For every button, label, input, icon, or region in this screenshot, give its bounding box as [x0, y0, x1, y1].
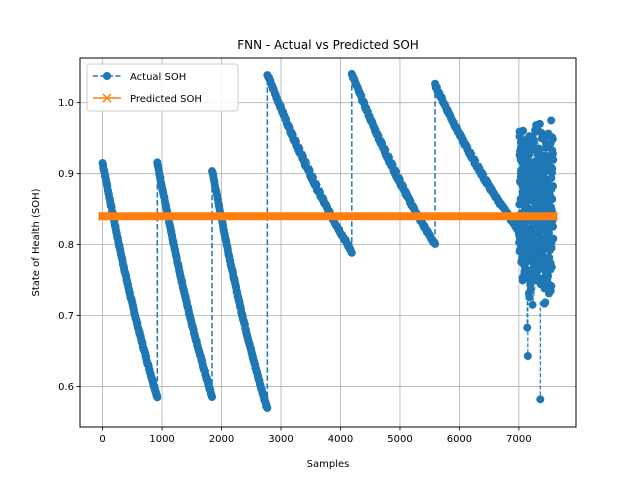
legend-actual-marker: [103, 72, 111, 80]
actual-soh-point: [515, 132, 524, 141]
actual-soh-point: [547, 116, 556, 125]
y-tick-label: 1.0: [58, 98, 74, 109]
grid-lines: [80, 58, 576, 427]
legend-box: [86, 63, 239, 112]
axis-ticks: 0 1000 2000 3000 4000 5000 6000 7000 0.6 0.7 0.8 0.…: [58, 98, 532, 445]
x-axis-label: Samples: [307, 459, 350, 470]
actual-soh-point: [523, 352, 532, 361]
actual-soh-point: [527, 277, 536, 286]
actual-soh-point: [347, 248, 356, 257]
actual-soh-noise-line: [519, 123, 554, 305]
actual-soh-point: [545, 246, 554, 255]
actual-soh-point: [523, 323, 532, 332]
series-actual-soh: [98, 69, 558, 413]
x-tick-label: 0: [99, 434, 105, 445]
legend-predicted-label: Predicted SOH: [130, 94, 202, 105]
series-predicted-soh: [98, 211, 558, 221]
actual-soh-point: [536, 395, 545, 404]
legend: Actual SOH Predicted SOH: [86, 63, 239, 112]
predicted-soh-point: [98, 211, 108, 221]
actual-soh-point: [545, 153, 554, 162]
actual-soh-point: [532, 121, 541, 130]
actual-soh-point: [541, 298, 550, 307]
y-tick-label: 0.7: [58, 311, 74, 322]
predicted-soh-point: [548, 211, 558, 221]
actual-soh-point: [208, 393, 217, 402]
chart-title: FNN - Actual vs Predicted SOH: [237, 38, 419, 52]
x-tick-label: 1000: [149, 434, 174, 445]
axes-frame: [79, 57, 577, 428]
actual-soh-point: [263, 404, 272, 413]
actual-soh-point: [541, 279, 550, 288]
y-tick-label: 0.8: [58, 240, 74, 251]
actual-soh-point: [431, 239, 440, 248]
x-tick-label: 5000: [387, 434, 412, 445]
actual-soh-point: [548, 146, 557, 155]
y-axis-label: State of Health (SOH): [31, 188, 42, 296]
actual-soh-point: [153, 393, 162, 402]
x-tick-label: 2000: [209, 434, 234, 445]
plot-area: [98, 69, 558, 413]
x-tick-label: 4000: [328, 434, 353, 445]
x-tick-label: 3000: [268, 434, 293, 445]
y-tick-label: 0.9: [58, 169, 74, 180]
legend-predicted-marker: [102, 93, 112, 103]
actual-soh-point: [537, 128, 546, 137]
y-tick-label: 0.6: [58, 382, 74, 393]
actual-soh-point: [526, 285, 535, 294]
legend-actual-label: Actual SOH: [130, 72, 186, 83]
x-tick-label: 7000: [506, 434, 531, 445]
x-tick-label: 6000: [447, 434, 472, 445]
